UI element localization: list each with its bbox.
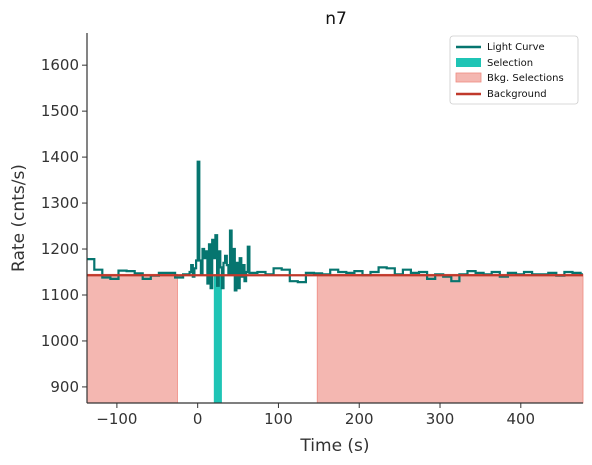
x-tick-label: 100 [264, 410, 293, 428]
chart-title: n7 [325, 9, 347, 29]
axis-ticks: −100 0 100 200 300 400 900 1000 1100 1200 1300 1400… [41, 56, 535, 428]
x-tick-label: −100 [96, 410, 137, 428]
legend: Light Curve Selection Bkg. Selections Ba… [449, 35, 579, 105]
x-tick-label: 200 [345, 410, 374, 428]
legend-label-light-curve: Light Curve [487, 42, 545, 53]
x-tick-label: 0 [193, 410, 203, 428]
legend-label-background: Background [487, 89, 547, 100]
y-tick-label: 1400 [41, 148, 79, 166]
light-curve-line [87, 160, 583, 292]
y-tick-label: 900 [50, 378, 79, 396]
y-tick-label: 1600 [41, 56, 79, 74]
legend-swatch-bkg-selections [455, 72, 482, 83]
y-tick-label: 1300 [41, 194, 79, 212]
legend-swatch-selection [456, 58, 481, 67]
y-tick-label: 1500 [41, 102, 79, 120]
legend-label-bkg-selections: Bkg. Selections [487, 73, 564, 84]
y-tick-label: 1100 [41, 286, 79, 304]
legend-box [449, 35, 579, 105]
y-tick-label: 1200 [41, 240, 79, 258]
y-tick-label: 1000 [41, 332, 79, 350]
legend-label-selection: Selection [487, 58, 533, 69]
bkg-selection-region-2 [316, 273, 584, 404]
selection-region [213, 274, 222, 403]
x-axis-label: Time (s) [299, 436, 369, 456]
plot-area [86, 160, 584, 404]
x-tick-label: 300 [426, 410, 455, 428]
y-axis-label: Rate (cnts/s) [9, 164, 29, 272]
x-tick-label: 400 [506, 410, 535, 428]
bkg-selection-region-1 [86, 273, 178, 404]
